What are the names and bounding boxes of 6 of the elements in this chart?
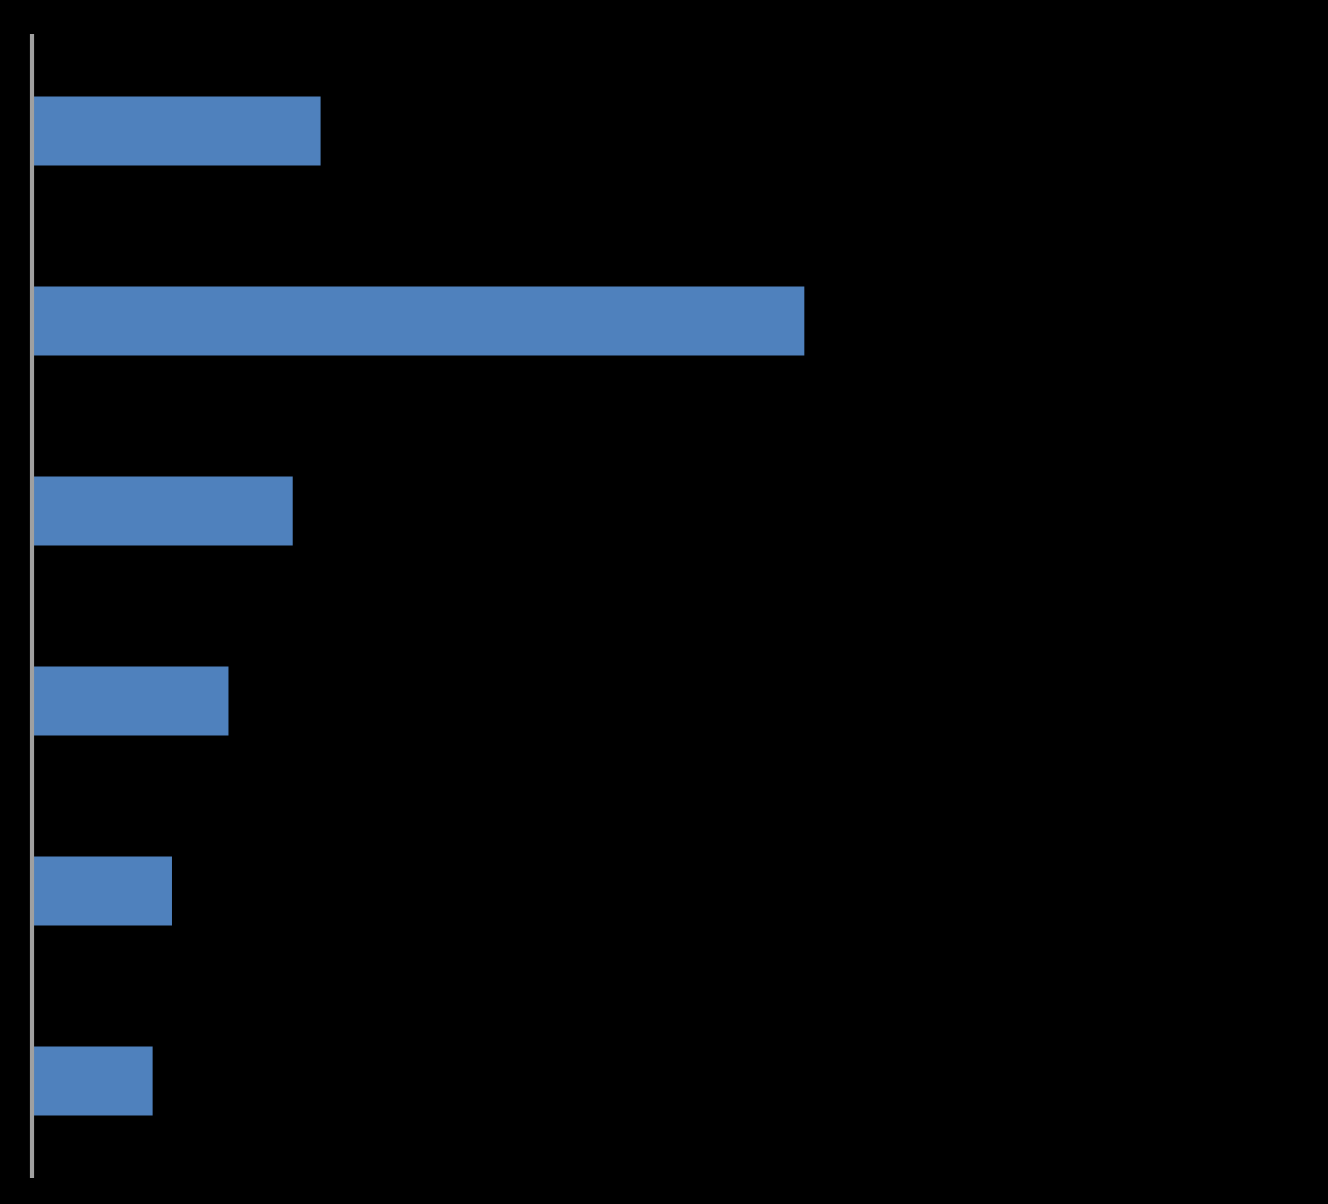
bar (32, 663, 232, 739)
bar (32, 93, 324, 169)
bar (32, 853, 176, 929)
bar (32, 473, 297, 549)
bar (32, 283, 806, 359)
bar (32, 1043, 156, 1119)
